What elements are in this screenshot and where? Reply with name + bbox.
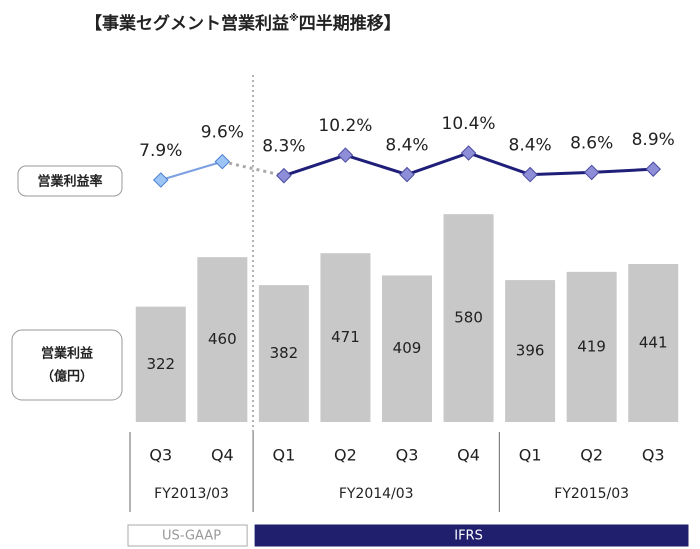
bar-unit: （億円）: [41, 369, 93, 385]
title-main: 【事業セグメント営業利益: [85, 13, 289, 34]
x-tick-label: Q3: [642, 446, 665, 465]
line-label: 営業利益率: [37, 174, 102, 190]
bar-value-label: 441: [639, 333, 668, 351]
margin-value-label: 8.4%: [509, 136, 552, 156]
title-mark: ※: [289, 12, 299, 24]
margin-value-label: 8.9%: [632, 130, 675, 150]
x-tick-label: Q2: [334, 446, 357, 465]
margin-value-label: 10.4%: [442, 114, 496, 134]
margin-marker: [645, 161, 662, 177]
bar: [382, 275, 432, 422]
bar-value-label: 419: [577, 337, 606, 355]
bar-value-label: 409: [393, 339, 422, 357]
bar-label: 営業利益: [41, 346, 93, 362]
margin-value-label: 8.6%: [570, 133, 613, 153]
bar-value-label: 460: [208, 330, 237, 348]
margin-value-label: 7.9%: [139, 141, 182, 161]
x-tick-label: Q4: [457, 446, 480, 465]
x-tick-label: Q2: [580, 446, 603, 465]
group-label: FY2014/03: [339, 486, 414, 502]
margin-value-label: 8.3%: [262, 137, 305, 157]
x-tick-label: Q3: [396, 446, 419, 465]
bar: [135, 306, 186, 422]
margin-marker: [152, 172, 169, 188]
margin-marker: [337, 147, 354, 163]
margin-marker: [276, 167, 292, 184]
margin-marker: [583, 164, 600, 181]
standard-box: [127, 524, 248, 547]
margin-connector: [221, 160, 285, 178]
bar-label-box: [11, 329, 123, 401]
margin-value-label: 8.4%: [385, 136, 428, 156]
bar-value-label: 471: [331, 328, 360, 346]
margin-marker: [399, 166, 415, 183]
margin-value-label: 10.2%: [318, 116, 372, 136]
group-label: FY2015/03: [554, 486, 629, 502]
margin-marker: [522, 166, 538, 183]
bar-value-label: 580: [454, 309, 483, 327]
title-rest: 四半期推移】: [299, 13, 401, 34]
bar: [628, 263, 679, 422]
standard-label: IFRS: [454, 529, 483, 544]
margin-line: [160, 160, 223, 181]
margin-value-label: 9.6%: [201, 123, 244, 143]
standard-box: [254, 524, 689, 547]
bar: [197, 257, 248, 422]
bar: [443, 214, 494, 422]
bar: [566, 271, 617, 422]
chart-title: 【事業セグメント営業利益※四半期推移】: [85, 12, 401, 34]
group-label: FY2013/03: [154, 486, 229, 502]
x-tick-label: Q3: [149, 446, 172, 465]
margin-marker: [214, 153, 231, 170]
x-tick-label: Q1: [519, 446, 542, 465]
bar: [258, 285, 309, 422]
bar-value-label: 322: [146, 355, 175, 373]
margin-marker: [460, 145, 477, 161]
x-tick-label: Q1: [272, 446, 295, 465]
bar-value-label: 396: [516, 342, 545, 360]
bar: [320, 253, 371, 422]
bar: [505, 280, 556, 422]
bar-value-label: 382: [270, 344, 299, 362]
standard-label: US-GAAP: [162, 529, 221, 544]
x-tick-label: Q4: [211, 446, 234, 465]
line-label-box: [17, 165, 123, 197]
